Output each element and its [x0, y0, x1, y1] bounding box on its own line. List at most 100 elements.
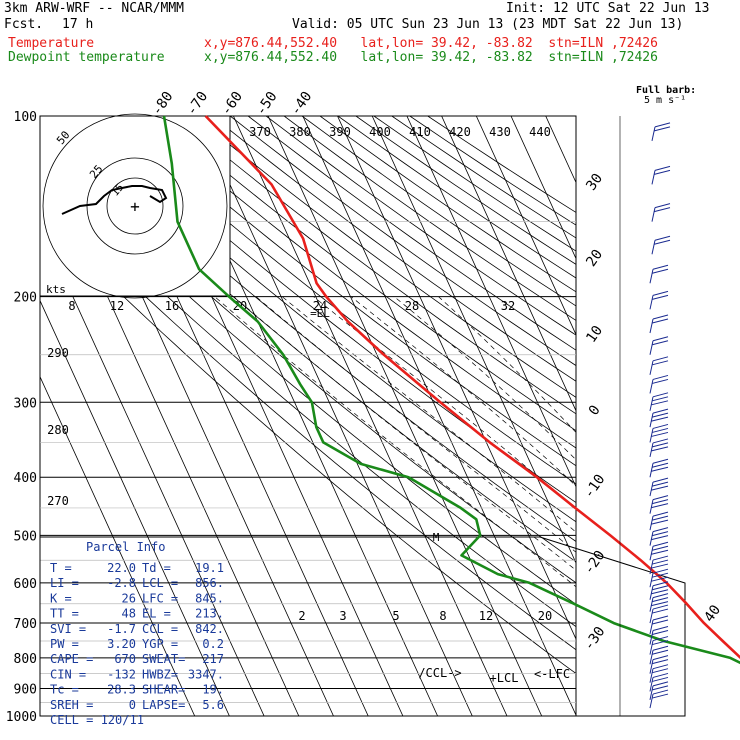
wind-barb-staff [649, 318, 654, 334]
wind-barb-flag [654, 203, 671, 209]
parcel-label-left: SVI = [50, 622, 86, 636]
wind-barb-flag [652, 568, 669, 574]
dry-adiabat-line [40, 176, 576, 628]
wind-barb-flag [652, 655, 669, 661]
wind-barb-flag [652, 531, 669, 537]
isotherm-tick-label: 40 [701, 602, 724, 625]
isotherm-line [233, 116, 508, 716]
parcel-value-left: -2.8 [107, 576, 136, 590]
wind-barb-staff [649, 685, 654, 700]
dry-adiabat-line [40, 157, 576, 605]
wind-barb-flag [652, 597, 669, 603]
fcst-label: Fcst. [4, 17, 44, 32]
wind-barb-staff [649, 585, 654, 600]
hodograph-ring [106, 177, 164, 235]
mixing-ratio-tick-label: 20 [538, 609, 552, 623]
parcel-value-left: -1.7 [107, 622, 136, 636]
isotherm-line [406, 116, 576, 488]
parcel-label-left: LI = [50, 576, 79, 590]
parcel-label-right: LCL = [142, 576, 178, 590]
wind-barb-flag [652, 626, 669, 631]
wind-barb-flag [651, 535, 669, 541]
wind-barb-flag [652, 499, 669, 505]
mixing-ratio-tick-label: 5 [392, 609, 399, 623]
dry-adiabat-line [40, 214, 576, 675]
wind-barb-staff [649, 269, 654, 284]
wind-barb [649, 290, 669, 310]
wind-barb-flag [652, 481, 669, 487]
parcel-label-left: T = [50, 561, 72, 575]
mixing-ratio-tick-label: 24 [313, 299, 327, 313]
wind-barb-flag [652, 636, 669, 642]
parcel-value-left: 48 [122, 607, 136, 621]
parcel-value-right: 5.6 [202, 698, 224, 712]
legend-temperature-loc: x,y=876.44,552.40 lat,lon= 39.42, -83.82… [204, 36, 658, 51]
hodograph-trace [61, 185, 168, 215]
wind-barb-flag [651, 601, 669, 607]
isotherm-tick-label: 0 [586, 402, 604, 418]
wind-barb [649, 408, 669, 428]
moist-adiabat-line [313, 296, 576, 511]
mixing-ratio-tick-label: 2 [298, 609, 305, 623]
pressure-tick-label: 200 [14, 291, 37, 306]
wind-barb-flag [652, 290, 669, 296]
wind-barb-flag [652, 545, 669, 551]
parcel-value-right: 19.1 [195, 561, 224, 575]
wind-barb-flag [652, 396, 669, 402]
parcel-value-left: 670 [114, 652, 136, 666]
wind-barb-flag [652, 630, 669, 635]
dry-adiabat-line [40, 139, 576, 584]
dry-adiabat-line [158, 116, 576, 432]
pressure-tick-label: 600 [14, 577, 37, 592]
wind-barb-flag [651, 446, 669, 452]
pressure-tick-label: 100 [14, 110, 37, 125]
ccl-marker: /CCL-> [418, 666, 461, 680]
wind-barb-flag [652, 392, 669, 398]
parcel-label-right: LAPSE= [142, 698, 185, 712]
mixing-ratio-tick-label: 32 [501, 299, 515, 313]
wind-barb [649, 438, 669, 458]
parcel-label-left: SREH = [50, 698, 93, 712]
wind-barb-staff [649, 295, 654, 310]
wind-barb-flag [652, 314, 669, 320]
wind-barb-flag [652, 318, 669, 324]
parcel-value-right: 842. [195, 622, 224, 636]
fcst-value: 17 h [62, 17, 94, 32]
temperature-profile-line [204, 115, 740, 660]
wind-barb-staff [649, 668, 654, 683]
wind-barb [649, 664, 669, 683]
pressure-tick-label: 400 [14, 471, 37, 486]
dry-adiabat-line [68, 116, 576, 523]
parcel-label-right: LFC = [142, 591, 178, 605]
isotherm-line [40, 375, 196, 716]
wind-barb [651, 235, 671, 255]
parcel-value-right: 217 [202, 652, 224, 666]
isotherm-tick-label: 20 [583, 247, 606, 270]
wind-barb-flag [652, 336, 669, 342]
wind-barb-flag [652, 676, 669, 682]
isotherm-line [302, 116, 576, 716]
wind-barb-flag [652, 659, 669, 665]
wind-barb-staff [651, 240, 656, 255]
wind-barb [649, 495, 669, 514]
pressure-tick-label: 1000 [6, 710, 37, 725]
wind-barb-staff [649, 573, 654, 588]
wind-barb-staff [649, 630, 654, 645]
wind-barb-flag [652, 668, 669, 674]
wind-barb [649, 527, 669, 546]
wind-barb [649, 604, 669, 624]
theta-tick-label: 280 [47, 423, 69, 437]
el-marker: =EL [310, 307, 330, 320]
dry-adiabat-line [104, 116, 576, 485]
parcel-label-left: CIN = [50, 667, 86, 681]
theta-tick-label: 370 [249, 125, 271, 139]
isotherm-line [475, 116, 576, 336]
parcel-value-left: 22.0 [107, 561, 136, 575]
wind-barb [649, 374, 669, 394]
dry-adiabat-line [40, 195, 576, 651]
wind-barb-staff [649, 559, 654, 575]
isotherm-tick-label: 30 [583, 171, 606, 194]
wind-barb [649, 264, 669, 284]
dry-adiabat-line [229, 116, 576, 367]
wind-barb-flag [654, 239, 671, 245]
